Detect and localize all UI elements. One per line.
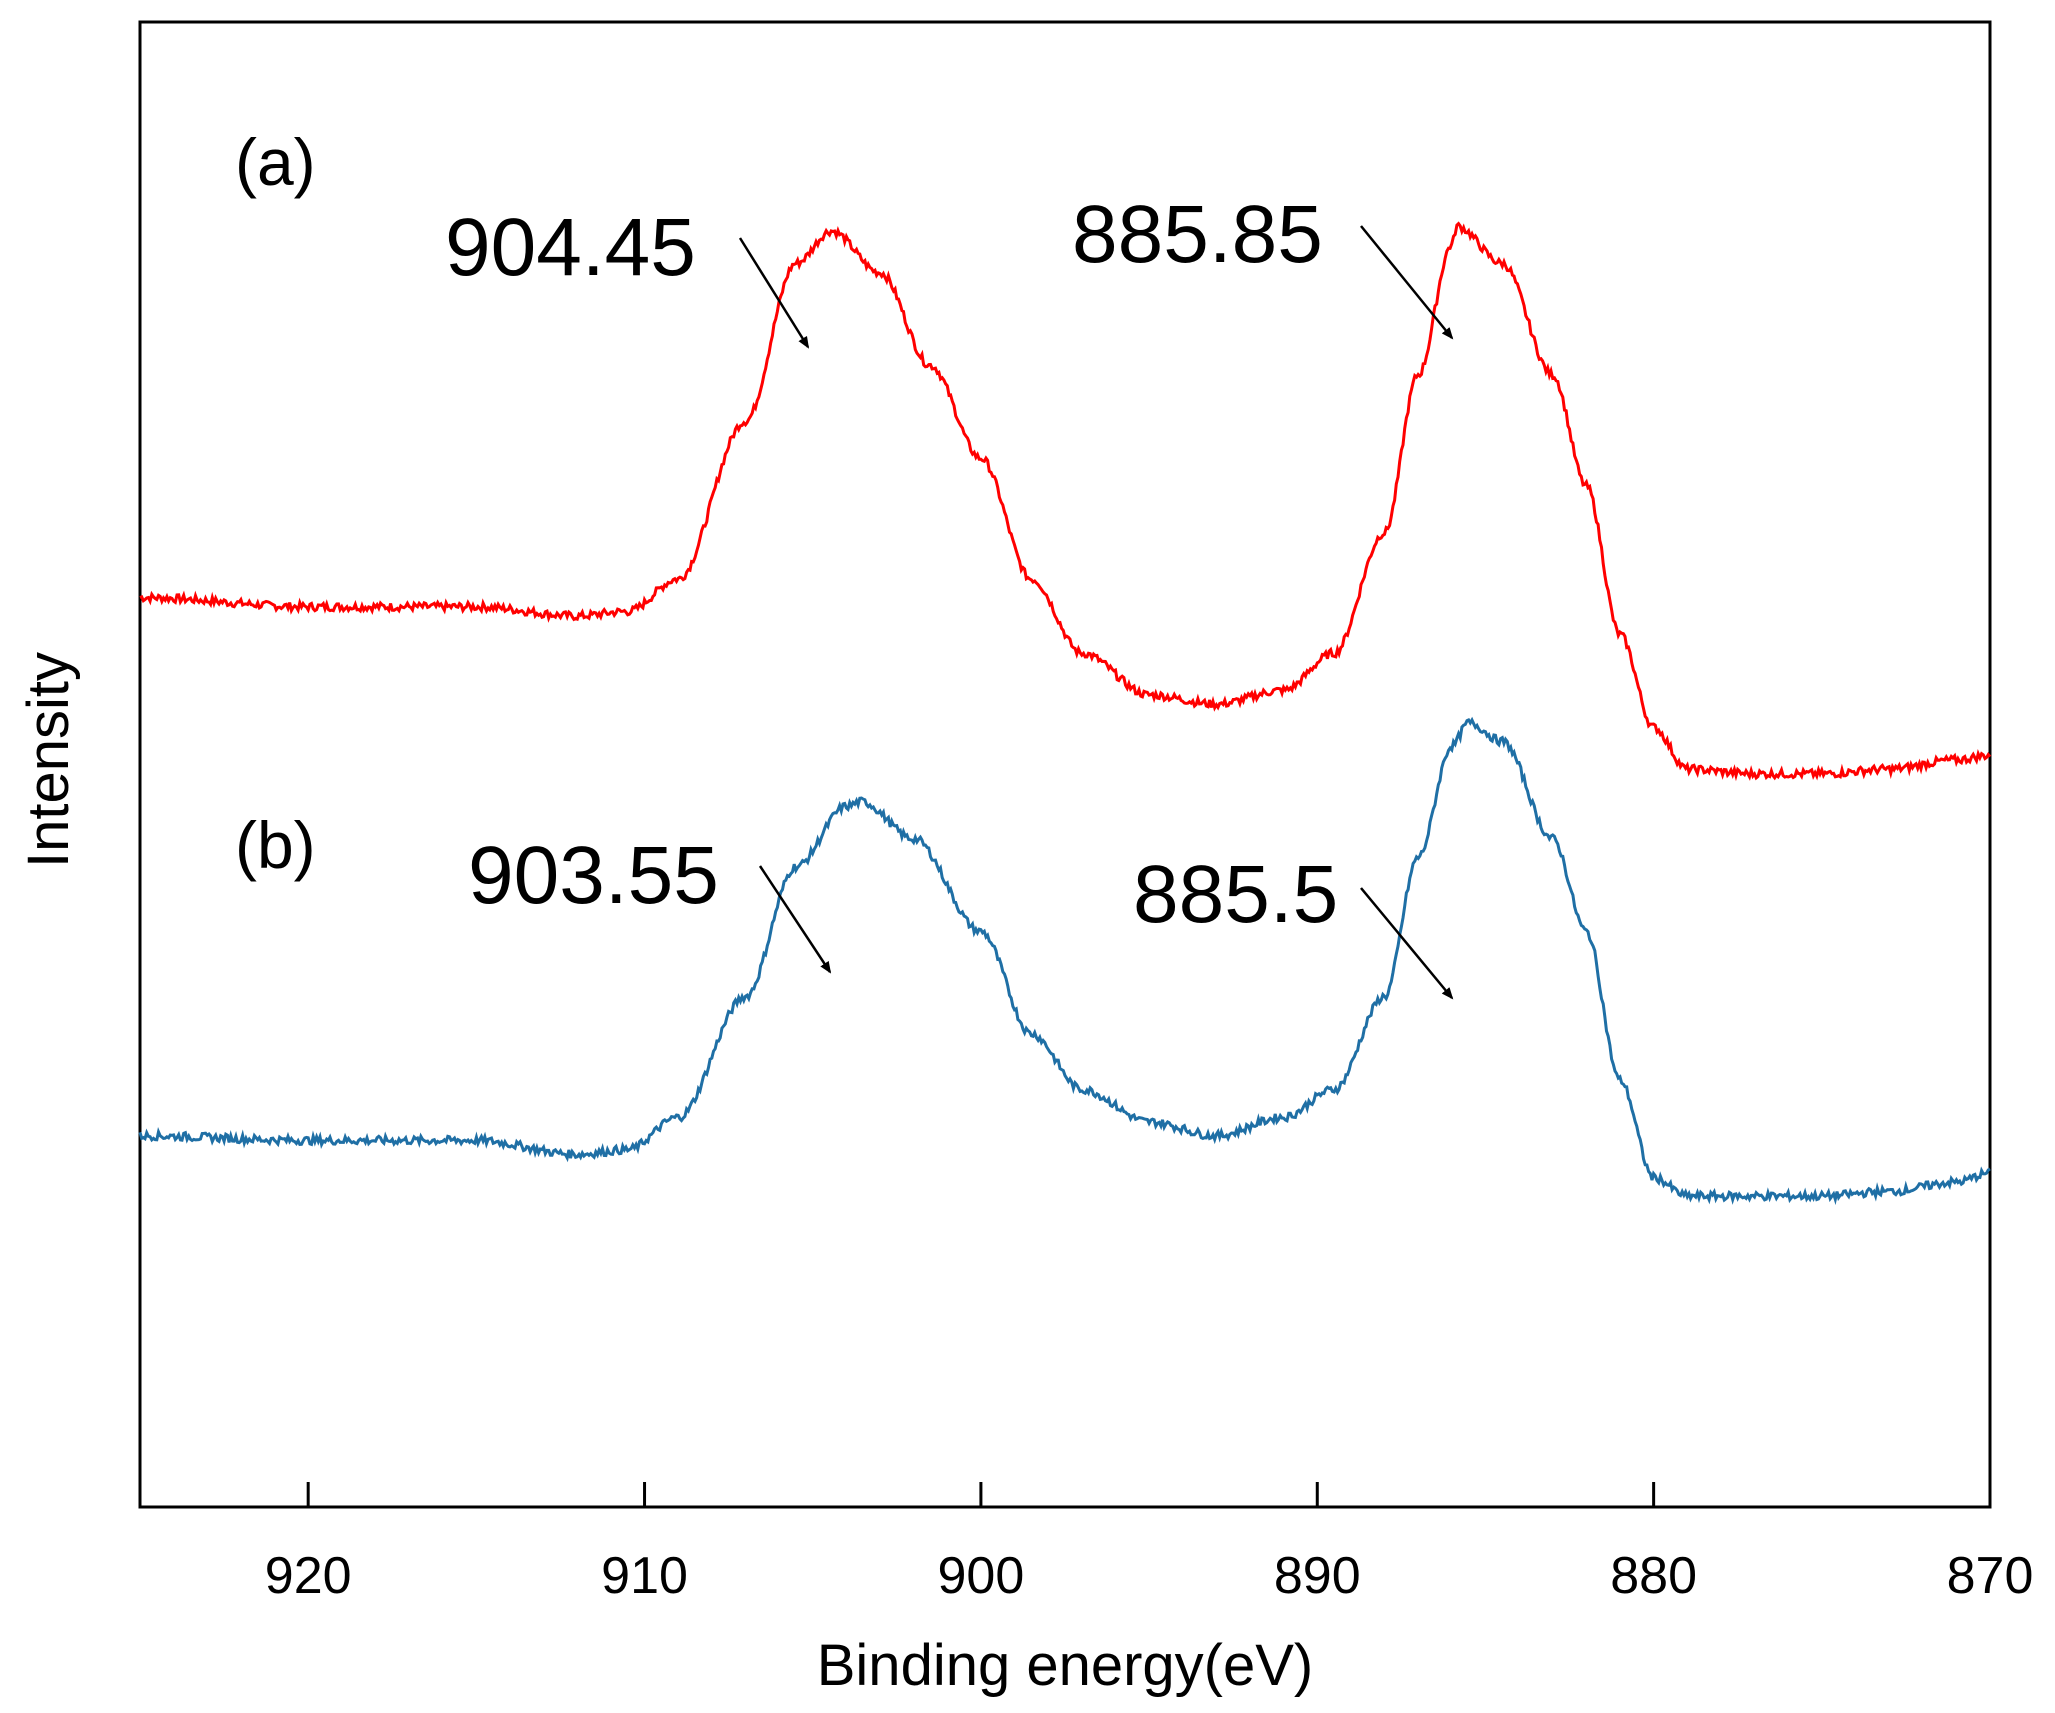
x-tick-label-890: 890 <box>1274 1547 1361 1605</box>
series-a-label: (a) <box>235 125 316 199</box>
series-a-line <box>139 221 1992 782</box>
x-tick-label-880: 880 <box>1610 1547 1697 1605</box>
x-tick-label-900: 900 <box>938 1547 1025 1605</box>
peak-label-885-85: 885.85 <box>1072 189 1323 280</box>
x-tick-label-870: 870 <box>1947 1547 2034 1605</box>
series-b-line <box>138 716 1991 1206</box>
peak-label-904-45: 904.45 <box>445 202 696 293</box>
arrow-885-5 <box>1360 887 1454 1000</box>
x-tick-label-920: 920 <box>265 1547 352 1605</box>
arrow-904-45 <box>738 237 810 349</box>
peak-label-903-55: 903.55 <box>468 830 719 921</box>
arrow-903-55 <box>758 865 832 974</box>
plot-frame <box>138 20 1992 1509</box>
peak-label-885-5: 885.5 <box>1133 849 1338 940</box>
y-axis-title: Intensity <box>16 652 81 868</box>
x-axis-title: Binding energy(eV) <box>817 1633 1314 1698</box>
series-b-label: (b) <box>235 808 316 882</box>
x-axis: 920 910 900 890 880 870 <box>265 1482 2034 1605</box>
arrow-885-85 <box>1360 225 1454 340</box>
x-tick-label-910: 910 <box>601 1547 688 1605</box>
